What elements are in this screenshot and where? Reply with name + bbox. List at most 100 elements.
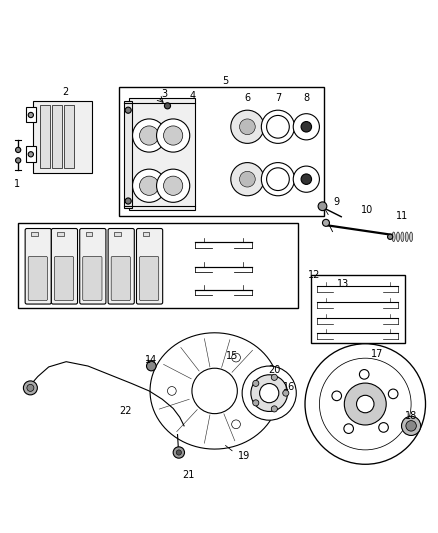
Circle shape — [242, 366, 296, 420]
Circle shape — [360, 369, 369, 379]
Circle shape — [389, 389, 398, 399]
Circle shape — [140, 126, 159, 145]
FancyBboxPatch shape — [28, 256, 47, 301]
Bar — [26, 107, 35, 123]
FancyBboxPatch shape — [140, 256, 159, 301]
Text: 1: 1 — [14, 179, 20, 189]
Text: 14: 14 — [145, 356, 157, 365]
Circle shape — [156, 169, 190, 203]
Circle shape — [167, 386, 176, 395]
Circle shape — [133, 169, 166, 203]
Text: 19: 19 — [238, 451, 251, 462]
Circle shape — [176, 450, 181, 455]
Circle shape — [251, 375, 288, 411]
Circle shape — [344, 424, 353, 433]
Circle shape — [357, 395, 374, 413]
Circle shape — [240, 171, 255, 187]
Circle shape — [406, 421, 417, 431]
Circle shape — [301, 122, 311, 132]
Ellipse shape — [410, 232, 413, 241]
Circle shape — [318, 202, 327, 211]
FancyBboxPatch shape — [80, 229, 106, 304]
Text: 18: 18 — [405, 411, 417, 421]
Bar — [18, 223, 297, 308]
Circle shape — [133, 119, 166, 152]
FancyBboxPatch shape — [108, 229, 134, 304]
Circle shape — [192, 368, 237, 414]
FancyBboxPatch shape — [25, 229, 51, 304]
Text: 6: 6 — [244, 93, 251, 102]
Circle shape — [28, 112, 33, 118]
Text: 13: 13 — [337, 279, 349, 289]
Text: 15: 15 — [226, 351, 238, 361]
FancyBboxPatch shape — [137, 229, 162, 304]
Ellipse shape — [405, 232, 408, 241]
Circle shape — [23, 381, 37, 395]
FancyBboxPatch shape — [54, 256, 74, 301]
Circle shape — [28, 152, 33, 157]
Circle shape — [260, 384, 279, 403]
Circle shape — [232, 353, 240, 362]
Ellipse shape — [396, 232, 399, 241]
Bar — [119, 87, 324, 216]
Circle shape — [267, 116, 289, 138]
Circle shape — [15, 147, 21, 152]
Circle shape — [163, 126, 183, 145]
Text: 8: 8 — [303, 93, 309, 102]
Text: 10: 10 — [361, 205, 374, 215]
Bar — [86, 231, 92, 236]
Circle shape — [163, 176, 183, 195]
Circle shape — [253, 400, 259, 406]
Circle shape — [27, 384, 34, 391]
Text: 11: 11 — [396, 211, 409, 221]
Circle shape — [332, 391, 342, 401]
Circle shape — [388, 234, 393, 239]
Circle shape — [305, 344, 426, 464]
Bar — [143, 231, 149, 236]
Text: 12: 12 — [308, 270, 320, 280]
Text: 22: 22 — [119, 407, 131, 416]
Circle shape — [231, 163, 264, 196]
Bar — [64, 105, 74, 168]
Ellipse shape — [392, 232, 395, 241]
Circle shape — [164, 103, 170, 109]
Circle shape — [232, 420, 240, 429]
Circle shape — [147, 361, 156, 371]
Text: 3: 3 — [161, 88, 167, 99]
Bar — [57, 231, 64, 236]
Circle shape — [173, 447, 184, 458]
Circle shape — [301, 174, 311, 184]
Circle shape — [402, 416, 421, 435]
Circle shape — [240, 119, 255, 135]
FancyBboxPatch shape — [111, 256, 131, 301]
Text: 16: 16 — [283, 382, 295, 392]
Text: 5: 5 — [223, 76, 229, 86]
Circle shape — [293, 166, 319, 192]
Text: 7: 7 — [275, 93, 281, 102]
Text: 20: 20 — [268, 366, 281, 375]
Bar — [130, 99, 195, 210]
Bar — [31, 231, 38, 236]
Bar — [114, 231, 121, 236]
FancyBboxPatch shape — [83, 256, 102, 301]
Circle shape — [261, 110, 294, 143]
Circle shape — [15, 158, 21, 163]
Bar — [33, 101, 92, 173]
Circle shape — [231, 110, 264, 143]
Ellipse shape — [401, 232, 404, 241]
Text: 9: 9 — [334, 197, 340, 207]
Circle shape — [271, 374, 277, 381]
Text: 2: 2 — [62, 87, 68, 97]
Text: 4: 4 — [190, 91, 196, 101]
Circle shape — [125, 198, 131, 204]
Circle shape — [379, 423, 389, 432]
FancyBboxPatch shape — [51, 229, 78, 304]
Circle shape — [140, 176, 159, 195]
Bar — [52, 105, 62, 168]
Text: 21: 21 — [182, 470, 194, 480]
Bar — [40, 105, 49, 168]
Bar — [124, 101, 132, 207]
Ellipse shape — [353, 382, 373, 426]
Bar — [26, 147, 35, 161]
Circle shape — [322, 220, 329, 227]
